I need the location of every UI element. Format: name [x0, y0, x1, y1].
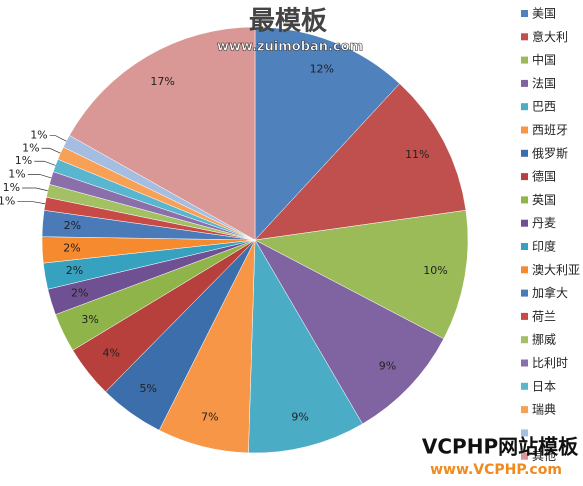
watermark: 最模板	[249, 7, 327, 37]
leader-line	[17, 201, 46, 205]
legend-label: 俄罗斯	[532, 146, 568, 160]
watermark: www.VCPHP.com	[430, 462, 562, 478]
legend-label: 西班牙	[532, 123, 568, 137]
legend-swatch	[521, 219, 528, 227]
data-label: 2%	[71, 286, 88, 299]
legend-label: 荷兰	[532, 309, 556, 323]
data-label: 9%	[379, 359, 396, 372]
legend-swatch	[521, 336, 528, 344]
data-label: 1%	[0, 195, 15, 208]
legend-swatch	[521, 126, 528, 134]
data-label: 7%	[201, 411, 218, 424]
legend-swatch	[521, 406, 528, 414]
data-label: 1%	[8, 167, 25, 180]
data-label: 12%	[310, 62, 334, 75]
legend-swatch	[521, 79, 528, 87]
pie-slice	[254, 26, 400, 241]
leader-line	[49, 135, 67, 142]
legend-swatch	[521, 103, 528, 111]
legend-swatch	[521, 243, 528, 250]
data-label: 2%	[64, 219, 81, 232]
legend-swatch	[521, 429, 528, 437]
legend-swatch	[521, 312, 528, 320]
data-label: 2%	[63, 242, 80, 255]
legend-swatch	[521, 196, 528, 204]
leader-line	[41, 147, 61, 154]
leader-line	[22, 187, 48, 192]
legend-label: 美国	[532, 7, 556, 21]
pie-slice	[254, 83, 467, 241]
legend-label: 其他	[532, 449, 556, 463]
pie-slice	[254, 239, 445, 425]
legend-swatch	[521, 289, 528, 297]
legend-label: 法国	[532, 76, 556, 90]
legend-swatch	[521, 56, 528, 64]
legend-label: 挪威	[532, 333, 556, 347]
legend-label: 英国	[532, 193, 556, 207]
leader-line	[34, 160, 56, 166]
legend-label: 澳大利亚	[532, 263, 580, 277]
watermark: www.zuimoban.com	[217, 40, 363, 55]
legend-swatch	[521, 173, 528, 181]
legend-swatch	[521, 33, 528, 41]
data-label: 10%	[423, 264, 447, 277]
legend-label: 丹麦	[532, 216, 556, 230]
legend-swatch	[521, 359, 528, 367]
pie: 12%11%10%9%9%7%5%4%3%2%2%2%2%1%1%1%1%1%1…	[0, 26, 469, 454]
data-label: 1%	[30, 129, 47, 142]
data-label: 1%	[3, 181, 20, 194]
data-label: 1%	[15, 154, 32, 167]
data-label: 5%	[140, 382, 157, 395]
legend-label: 比利时	[532, 356, 568, 370]
legend-label: 德国	[532, 169, 556, 184]
legend-label: 印度	[532, 239, 556, 254]
pie-slice	[254, 210, 469, 340]
pie-slice	[69, 26, 256, 241]
legend-label: 意大利	[532, 29, 568, 44]
data-label: 3%	[81, 313, 98, 326]
legend-label: 巴西	[532, 100, 556, 114]
data-label: 1%	[22, 141, 39, 154]
legend-swatch	[521, 452, 528, 460]
legend-label: 日本	[532, 379, 556, 393]
legend-swatch	[521, 10, 528, 17]
legend-label: 中国	[532, 52, 556, 67]
legend-swatch	[521, 382, 528, 390]
legend: 美国意大利中国法国巴西西班牙俄罗斯德国英国丹麦印度澳大利亚加拿大荷兰挪威比利时日…	[521, 7, 580, 463]
pie-slice	[248, 239, 363, 454]
data-label: 2%	[66, 264, 83, 277]
legend-label: 加拿大	[532, 285, 568, 300]
data-label: 17%	[150, 75, 174, 88]
leader-line	[27, 174, 52, 179]
legend-swatch	[521, 149, 528, 157]
legend-swatch	[521, 266, 528, 274]
legend-label: 瑞典	[532, 403, 556, 417]
data-label: 4%	[103, 347, 120, 360]
data-label: 9%	[291, 411, 308, 424]
watermark: VCPHP网站模板	[422, 435, 579, 459]
data-label: 11%	[405, 148, 429, 161]
